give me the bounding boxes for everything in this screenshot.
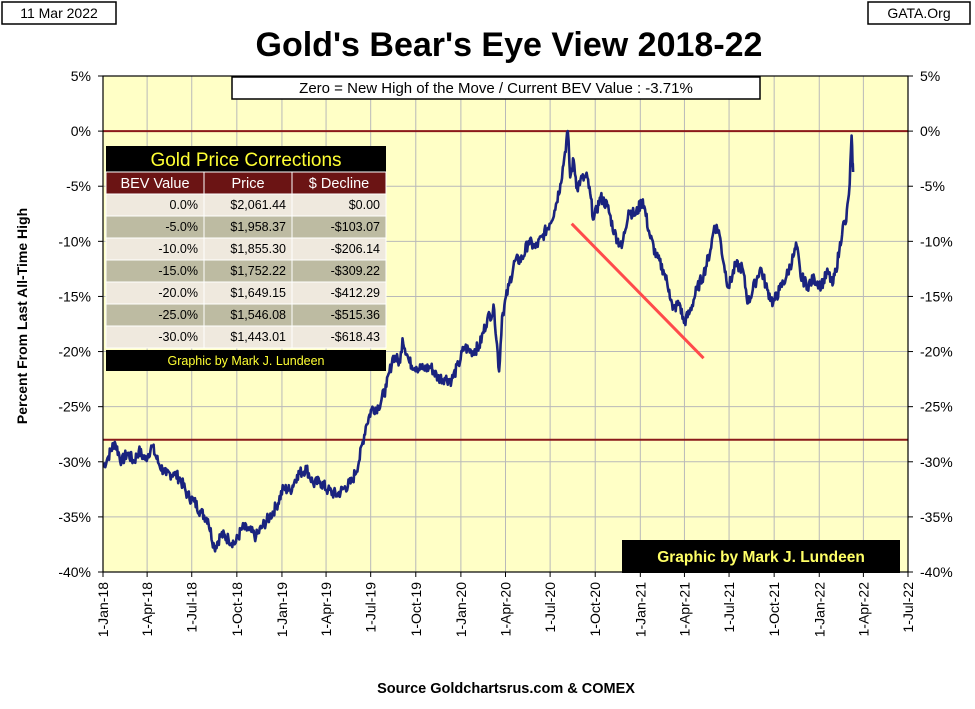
x-tick-label: 1-Jul-18 [184, 582, 200, 633]
credit-box: Graphic by Mark J. Lundeen [622, 540, 900, 573]
table-credit: Graphic by Mark J. Lundeen [167, 354, 324, 368]
x-tick-label: 1-Jan-21 [632, 582, 648, 637]
x-tick-label: 1-Apr-18 [139, 582, 155, 637]
y-tick-label-right: -35% [920, 509, 953, 525]
y-tick-label-left: -35% [58, 509, 91, 525]
table-cell-value: $1,649.15 [230, 286, 286, 300]
y-tick-label-right: -30% [920, 454, 953, 470]
reference-lines [103, 130, 908, 441]
y-tick-label-left: -10% [58, 233, 91, 249]
date-box: 11 Mar 2022 [1, 1, 117, 25]
x-tick-label: 1-Jan-20 [453, 582, 469, 637]
x-tick-label: 1-Jul-20 [542, 582, 558, 633]
table-cell-value: -10.0% [158, 242, 198, 256]
source-text: Source Goldchartsrus.com & COMEX [377, 681, 635, 697]
x-tick-label: 1-Apr-19 [318, 582, 334, 637]
table-cell-value: -$206.14 [331, 242, 380, 256]
table-credit-bar [106, 350, 386, 371]
y-tick-label-left: 5% [71, 68, 91, 84]
table-cell-value: $1,958.37 [230, 220, 286, 234]
x-tick-label: 1-Oct-20 [587, 582, 603, 637]
y-tick-label-left: -25% [58, 399, 91, 415]
y-tick-label-left: -5% [66, 178, 91, 194]
credit-text: Graphic by Mark J. Lundeen [657, 549, 865, 566]
y-tick-label-right: -10% [920, 233, 953, 249]
table-cell-value: -$103.07 [331, 220, 380, 234]
y-tick-label-right: -5% [920, 178, 945, 194]
table-header-label: $ Decline [309, 176, 369, 192]
table-cell-value: -20.0% [158, 286, 198, 300]
y-tick-label-right: -20% [920, 344, 953, 360]
x-tick-label: 1-Apr-21 [676, 582, 692, 637]
table-header-label: BEV Value [120, 176, 189, 192]
series-line-bev [103, 129, 855, 553]
annotation-text: Zero = New High of the Move / Current BE… [299, 80, 693, 97]
table-cell-value: 0.0% [170, 198, 199, 212]
x-tick-label: 1-Oct-21 [766, 582, 782, 637]
y-axis-right: 5% 0% -5% -10% -15% -20% -25% -30% -35% -40% [908, 68, 953, 580]
y-tick-label-right: -15% [920, 288, 953, 304]
y-tick-label-right: 5% [920, 68, 940, 84]
x-tick-label: 1-Oct-19 [408, 582, 424, 637]
y-tick-label-left: -15% [58, 288, 91, 304]
table-cell-value: -5.0% [165, 220, 198, 234]
x-tick-label: 1-Jan-18 [95, 582, 111, 637]
y-tick-label-left: -40% [58, 564, 91, 580]
table-cell-value: -$618.43 [331, 330, 380, 344]
x-tick-label: 1-Apr-22 [855, 582, 871, 637]
table-cell-value: -15.0% [158, 264, 198, 278]
annotation-box: Zero = New High of the Move / Current BE… [231, 76, 761, 100]
y-tick-label-right: 0% [920, 123, 940, 139]
table-cell-value: $0.00 [349, 198, 380, 212]
table-cell-value: -$515.36 [331, 308, 380, 322]
table-title: Gold Price Corrections [150, 150, 341, 171]
table-cell-value: -$309.22 [331, 264, 380, 278]
x-tick-label: 1-Apr-20 [498, 582, 514, 637]
table-cell-value: $1,855.30 [230, 242, 286, 256]
table-cell-value: $2,061.44 [230, 198, 286, 212]
x-tick-label: 1-Jul-22 [900, 582, 916, 633]
table-cell-value: -30.0% [158, 330, 198, 344]
table-body: 0.0% $2,061.44 $0.00 -5.0% $1,958.37 -$103.07… [105, 193, 387, 349]
chart-title: Gold's Bear's Eye View 2018-22 [256, 26, 763, 64]
y-tick-label-left: -30% [58, 454, 91, 470]
x-tick-label: 1-Jan-19 [274, 582, 290, 637]
x-axis: 1-Jan-18 1-Apr-18 1-Jul-18 1-Oct-18 1-Jan-19… [95, 572, 916, 637]
table-header-label: Price [231, 176, 264, 192]
x-tick-label: 1-Jul-19 [363, 582, 379, 633]
table-cell [291, 325, 387, 349]
corrections-table: Gold Price Corrections BEV Value Price $ D… [105, 146, 387, 371]
date-label: 11 Mar 2022 [20, 5, 98, 21]
table-cell-value: $1,546.08 [230, 308, 286, 322]
x-tick-label: 1-Oct-18 [229, 582, 245, 637]
table-cell-value: $1,752.22 [230, 264, 286, 278]
y-tick-label-right: -25% [920, 399, 953, 415]
site-box: GATA.Org [867, 1, 971, 25]
table-cell-value: -$412.29 [331, 286, 380, 300]
x-tick-label: 1-Jan-22 [811, 582, 827, 637]
table-title-bar [106, 146, 386, 172]
y-axis-left: 5% 0% -5% -10% -15% -20% -25% -30% -35% -40% [58, 68, 103, 580]
table-cell-value: -25.0% [158, 308, 198, 322]
site-label: GATA.Org [887, 5, 950, 21]
table-cell-value: $1,443.01 [230, 330, 286, 344]
y-tick-label-left: 0% [71, 123, 91, 139]
y-axis-label: Percent From Last All-Time High [14, 208, 30, 424]
x-tick-label: 1-Jul-21 [721, 582, 737, 633]
y-tick-label-right: -40% [920, 564, 953, 580]
y-tick-label-left: -20% [58, 344, 91, 360]
trend-line [570, 222, 705, 360]
table-header-row: BEV Value Price $ Decline [105, 171, 387, 195]
